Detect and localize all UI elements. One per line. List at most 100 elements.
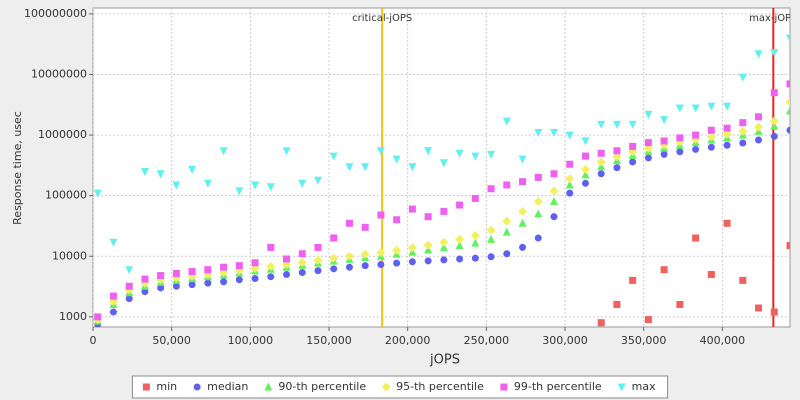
point [785,97,790,107]
point [235,187,244,196]
point [156,170,165,179]
point [203,179,212,188]
legend-swatch [264,382,273,391]
point [251,181,260,190]
point [612,120,621,129]
point [613,300,621,308]
point [676,300,684,308]
x-tick-label: 250,000 [464,334,510,347]
point [140,168,149,177]
point [769,116,779,126]
point [267,273,275,281]
point [471,254,479,262]
point [597,149,605,157]
point [93,189,102,198]
legend-item: min [142,380,177,393]
point [628,120,637,129]
y-axis-label: Response time, usec [11,111,24,225]
legend-swatch [500,383,508,391]
point [581,179,589,187]
point [377,211,385,219]
point [612,152,622,162]
point [786,80,790,88]
y-tick-label: 100000000 [24,7,87,20]
x-tick-label: 300,000 [542,334,588,347]
point [109,238,118,247]
point [94,313,102,321]
point [644,110,653,119]
legend-swatch [142,383,150,391]
y-tick-label: 10000 [52,249,87,262]
point [204,266,212,274]
point [361,262,369,270]
point [408,258,416,266]
point [707,143,715,151]
point [786,126,790,134]
x-tick-label: 350,000 [621,334,667,347]
point [770,132,778,140]
point [692,234,700,242]
x-tick-label: 100,000 [228,334,274,347]
plot-area [92,7,791,328]
legend-label: median [207,380,248,393]
point [392,155,401,164]
point [580,165,590,175]
point [549,186,559,196]
point [786,34,790,43]
point [440,256,448,264]
legend-swatch [193,383,201,391]
point [360,249,370,259]
point [739,276,747,284]
point [738,126,748,136]
point [424,147,433,156]
point [204,279,212,287]
point [644,316,652,324]
point [692,145,700,153]
point [596,157,606,167]
point [518,206,528,216]
point [172,269,180,277]
reference-label: critical-jOPS [352,13,412,24]
plot-content: critical-jOPS max-jOPS [93,8,797,327]
y-tick-label: 100000 [45,189,87,202]
point [644,139,652,147]
point [188,268,196,276]
legend-swatch [381,382,391,392]
point [157,284,165,292]
point [707,270,715,278]
point [597,170,605,178]
point [660,266,668,274]
point [723,219,731,227]
point [660,150,668,158]
point [502,117,511,126]
point [298,268,306,276]
legend-item: median [193,380,248,393]
legend-box [131,375,669,399]
point [770,49,779,58]
point [188,281,196,289]
point [125,282,133,290]
point [676,148,684,156]
point [723,102,732,111]
point [534,209,543,218]
point [141,275,149,283]
legend-label: max [632,380,656,393]
point [519,178,527,186]
point [502,227,511,236]
point [755,304,763,312]
point [456,255,464,263]
point [533,197,543,207]
point [755,113,763,121]
point [692,131,700,139]
point [251,274,259,282]
y-tick-label: 10000000 [31,67,87,80]
reference-label: max-jOPS [749,13,797,24]
point [439,159,448,168]
point [172,282,180,290]
point [361,163,370,172]
point [407,243,417,253]
legend-item: 95-th percentile [381,380,484,393]
point [344,251,354,261]
point [393,216,401,224]
